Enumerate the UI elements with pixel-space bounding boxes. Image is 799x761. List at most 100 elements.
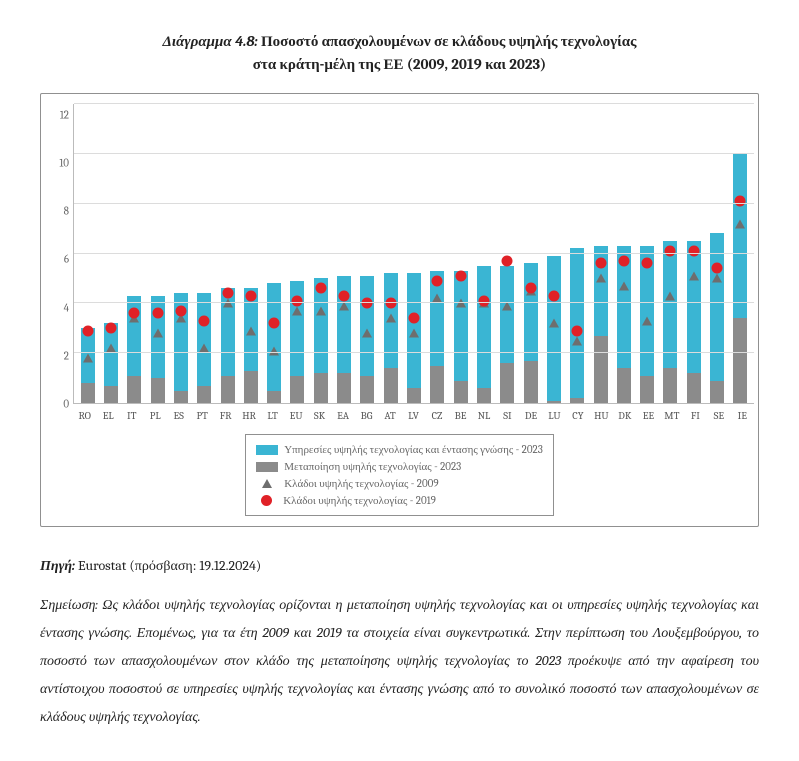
marker-2019	[595, 258, 606, 269]
x-tick-label: CZ	[425, 410, 448, 422]
bar-stack	[663, 241, 677, 404]
figure-number: Διάγραμμα 4.8:	[163, 32, 258, 50]
plot	[73, 104, 754, 404]
marker-2009	[153, 329, 163, 338]
y-tick-label: 6	[45, 254, 69, 265]
bar-stack	[81, 328, 95, 403]
bar-column	[146, 104, 169, 403]
bar-stack	[104, 323, 118, 403]
x-tick-label: SI	[496, 410, 519, 422]
x-tick-label: FI	[684, 410, 707, 422]
bar-segment-manuf	[81, 383, 95, 403]
x-tick-label: DE	[519, 410, 542, 422]
marker-2019	[455, 270, 466, 281]
bar-column	[76, 104, 99, 403]
marker-2019	[618, 255, 629, 266]
marker-2019	[152, 308, 163, 319]
y-tick-label: 12	[45, 110, 69, 121]
marker-2009	[362, 329, 372, 338]
bar-column	[356, 104, 379, 403]
bar-stack	[500, 266, 514, 404]
marker-2009	[619, 281, 629, 290]
bar-segment-manuf	[547, 401, 561, 404]
bar-stack	[314, 278, 328, 403]
legend-swatch-manuf	[256, 462, 278, 472]
bar-column	[682, 104, 705, 403]
bar-column	[729, 104, 752, 403]
x-tick-label: HU	[590, 410, 613, 422]
x-tick-label: EL	[96, 410, 119, 422]
marker-2019	[478, 295, 489, 306]
x-tick-label: PT	[190, 410, 213, 422]
marker-2009	[689, 271, 699, 280]
marker-2019	[572, 325, 583, 336]
gridline	[74, 103, 754, 104]
footnote: Σημείωση: Ως κλάδοι υψηλής τεχνολογίας ο…	[40, 591, 759, 731]
bar-segment-manuf	[594, 336, 608, 404]
bar-column	[426, 104, 449, 403]
bar-column	[123, 104, 146, 403]
marker-2019	[525, 283, 536, 294]
bar-segment-manuf	[710, 381, 724, 404]
figure-title-line1: Ποσοστό απασχολουμένων σε κλάδους υψηλής…	[261, 32, 637, 50]
bar-segment-manuf	[197, 386, 211, 404]
marker-2019	[175, 305, 186, 316]
bar-stack	[430, 271, 444, 404]
legend-label-2019: Κλάδοι υψηλής τεχνολογίας - 2019	[283, 494, 436, 507]
bar-column	[566, 104, 589, 403]
legend-label-services: Υπηρεσίες υψηλής τεχνολογίας και έντασης…	[284, 443, 543, 456]
bar-segment-manuf	[407, 388, 421, 403]
marker-2019	[409, 313, 420, 324]
y-tick-label: 0	[45, 398, 69, 409]
marker-2009	[223, 299, 233, 308]
legend-item-2019: Κλάδοι υψηλής τεχνολογίας - 2019	[256, 492, 543, 509]
bar-stack	[617, 246, 631, 404]
marker-2009	[83, 354, 93, 363]
gridline	[74, 352, 754, 353]
bar-segment-manuf	[524, 361, 538, 404]
bar-stack	[407, 273, 421, 403]
x-tick-label: SE	[707, 410, 730, 422]
marker-2019	[339, 290, 350, 301]
marker-2019	[222, 288, 233, 299]
legend-triangle-icon	[262, 479, 272, 488]
x-tick-label: BE	[449, 410, 472, 422]
bar-column	[332, 104, 355, 403]
gridline	[74, 302, 754, 303]
marker-2009	[292, 306, 302, 315]
marker-2009	[316, 306, 326, 315]
marker-2009	[246, 326, 256, 335]
bar-segment-services	[710, 233, 724, 381]
bar-stack	[267, 283, 281, 403]
y-tick-label: 2	[45, 350, 69, 361]
bar-segment-manuf	[314, 373, 328, 403]
bar-segment-manuf	[360, 376, 374, 404]
bar-segment-services	[197, 293, 211, 386]
legend: Υπηρεσίες υψηλής τεχνολογίας και έντασης…	[245, 434, 554, 516]
bar-segment-manuf	[151, 378, 165, 403]
bar-stack	[594, 246, 608, 404]
legend-item-2009: Κλάδοι υψηλής τεχνολογίας - 2009	[256, 475, 543, 492]
bar-segment-manuf	[687, 373, 701, 403]
x-tick-label: LT	[261, 410, 284, 422]
marker-2019	[712, 263, 723, 274]
legend-label-manuf: Μεταποίηση υψηλής τεχνολογίας - 2023	[284, 460, 461, 473]
bar-stack	[360, 276, 374, 404]
bar-column	[402, 104, 425, 403]
marker-2019	[548, 290, 559, 301]
x-tick-label: EE	[637, 410, 660, 422]
chart-frame: 024681012 ROELITPLESPTFRHRLTEUSKEABGATLV…	[40, 93, 759, 527]
bar-column	[286, 104, 309, 403]
bar-stack	[687, 241, 701, 404]
marker-2019	[245, 290, 256, 301]
bar-stack	[384, 273, 398, 403]
marker-2019	[432, 275, 443, 286]
bar-segment-services	[477, 266, 491, 389]
x-tick-label: PL	[143, 410, 166, 422]
bar-stack	[733, 153, 747, 403]
gridline	[74, 153, 754, 154]
y-tick-label: 4	[45, 302, 69, 313]
bar-segment-services	[570, 248, 584, 398]
bar-segment-manuf	[500, 363, 514, 403]
marker-2019	[385, 298, 396, 309]
